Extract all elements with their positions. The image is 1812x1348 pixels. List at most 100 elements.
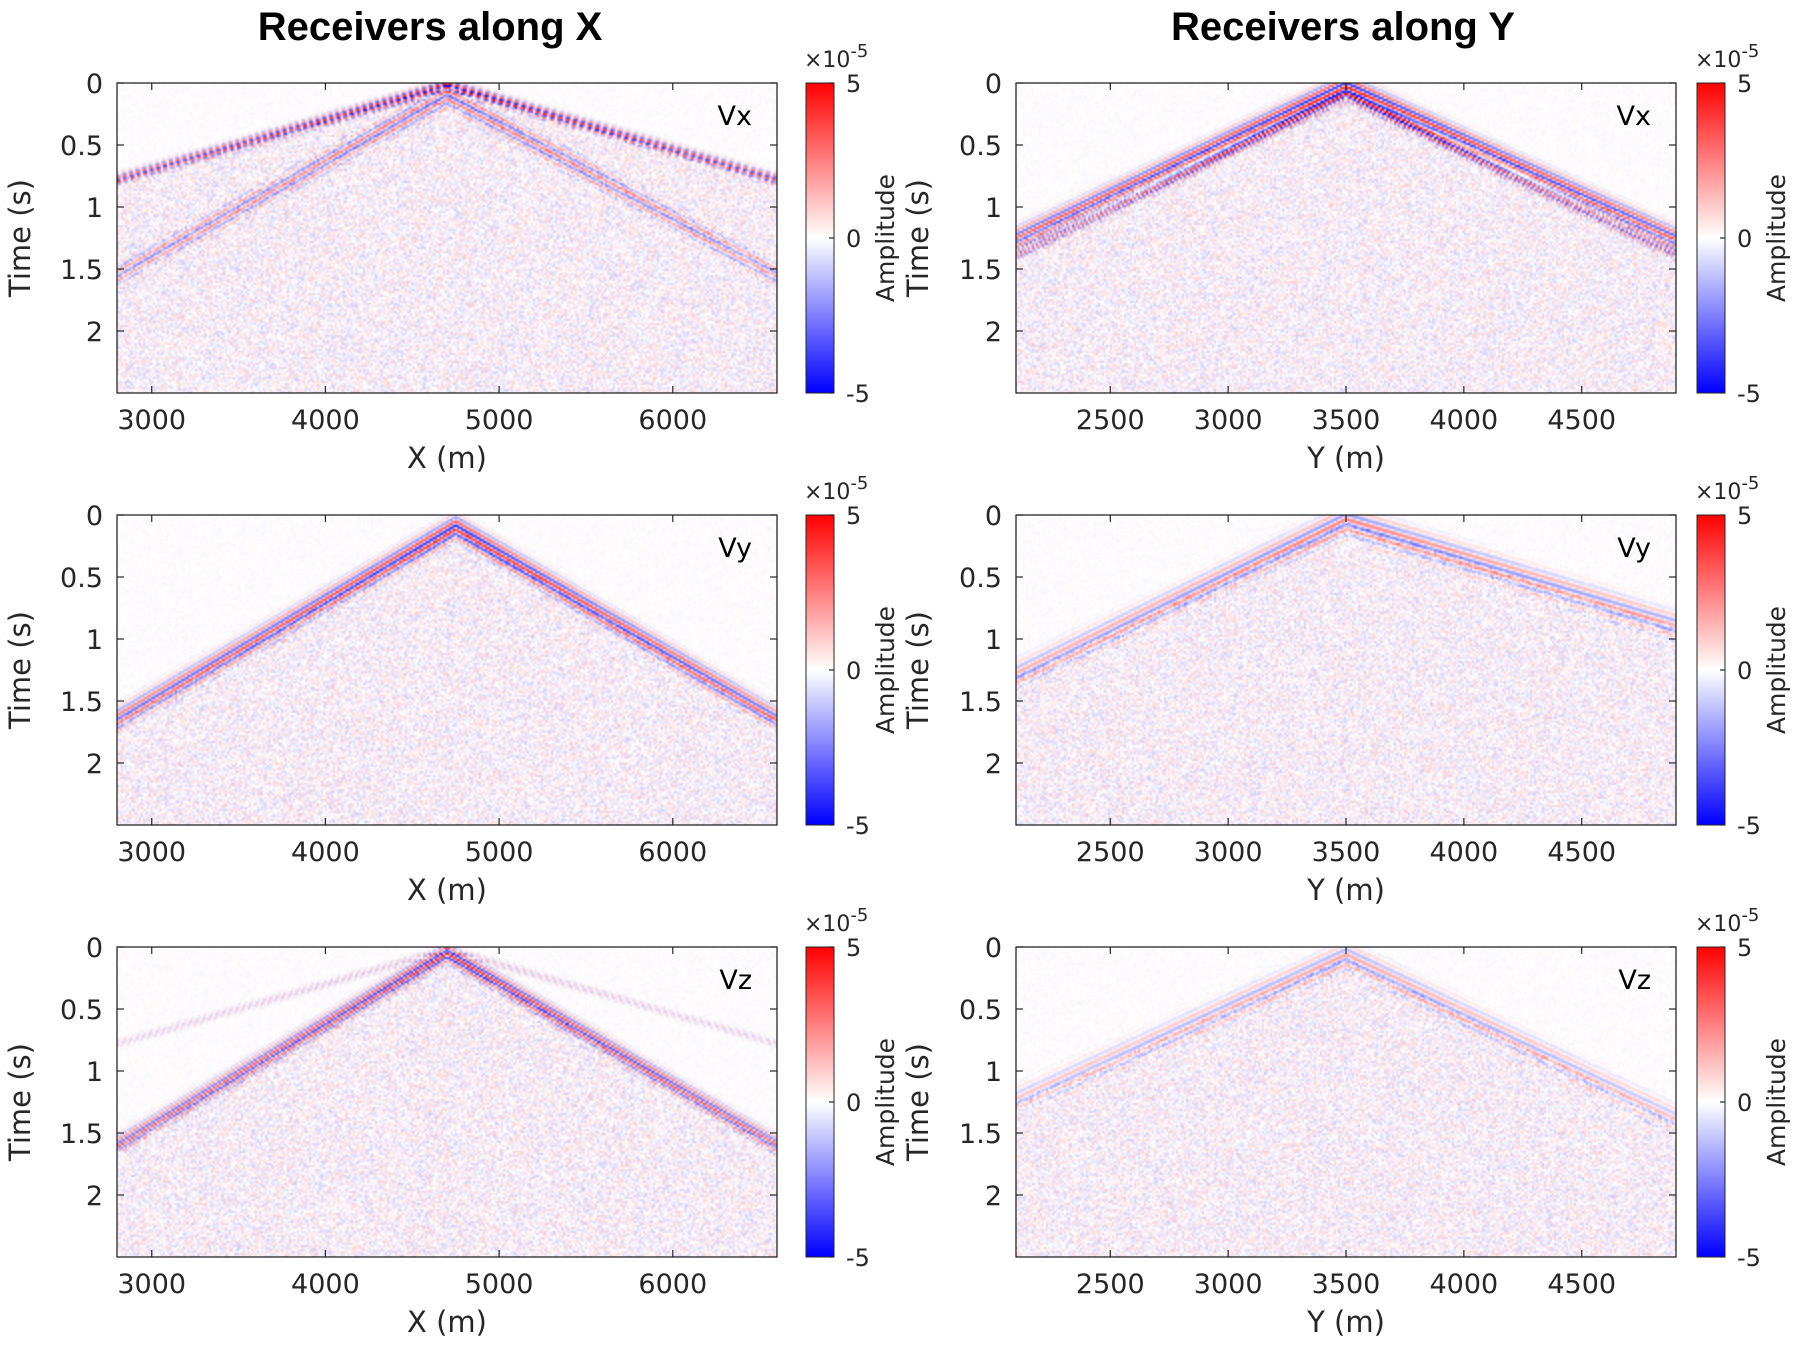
colorbar-tick-label: 5: [846, 70, 861, 98]
exponent-base: ×10: [1695, 912, 1741, 937]
x-tick-label: 3500: [1312, 837, 1381, 868]
y-tick-label: 1: [86, 1057, 103, 1088]
y-axis-label: Time (s): [901, 611, 935, 730]
heatmap-image: [1016, 83, 1676, 393]
exponent-base: ×10: [804, 912, 850, 937]
x-tick-label: 3000: [117, 1269, 186, 1300]
y-tick-label: 0: [985, 69, 1002, 100]
colorbar-tick-label: -5: [1737, 380, 1761, 408]
y-tick-label: 1: [985, 1057, 1002, 1088]
exponent-power: -5: [1741, 473, 1759, 494]
x-tick-label: 5000: [465, 405, 534, 436]
y-tick-label: 1: [985, 193, 1002, 224]
exponent-base: ×10: [804, 48, 850, 73]
y-tick-label: 1.5: [959, 687, 1002, 718]
x-tick-label: 4500: [1547, 1269, 1616, 1300]
y-axis-label: Time (s): [3, 179, 37, 298]
y-tick-label: 0.5: [60, 995, 103, 1026]
y-tick-label: 0: [985, 501, 1002, 532]
colorbar-label: Amplitude: [1762, 1038, 1791, 1166]
panel-y-vy: Vy 2500 3000 3500 4000 4500 0 0.5 1 1.5 2 Y (m) Time…: [901, 473, 1791, 907]
panel-x-vy: Vy 3000 4000 5000 6000 0 0.5 1 1.5 2 X (m) Time (s)…: [3, 473, 900, 907]
colorbar-tick-label: -5: [1737, 1244, 1761, 1272]
colorbar-exponent: ×10-5: [804, 41, 868, 73]
y-tick-label: 1: [86, 625, 103, 656]
colorbar-tick-label: 5: [846, 934, 861, 962]
colorbar-tick-label: 0: [1737, 225, 1752, 253]
colorbar-label: Amplitude: [871, 606, 900, 734]
panel-x-vz: Vz 3000 4000 5000 6000 0 0.5 1 1.5 2 X (m) Time (s)…: [3, 905, 900, 1339]
exponent-power: -5: [1741, 41, 1759, 62]
column-title-y: Receivers along Y: [1171, 5, 1515, 49]
y-tick-label: 0: [86, 933, 103, 964]
panel-y-vz: Vz 2500 3000 3500 4000 4500 0 0.5 1 1.5 2 Y (m) Time…: [901, 905, 1791, 1339]
colorbar-exponent: ×10-5: [1695, 473, 1759, 505]
component-label: Vx: [1617, 101, 1651, 132]
y-tick-label: 2: [86, 749, 103, 780]
x-tick-label: 3500: [1312, 405, 1381, 436]
x-axis-label: Y (m): [1306, 441, 1385, 475]
colorbar-tick-label: 5: [1737, 934, 1752, 962]
exponent-power: -5: [850, 41, 868, 62]
panel-y-vx: Vx 2500 3000 3500 4000 4500 0 0.5 1 1.5 2 Y (m) Time…: [901, 41, 1791, 475]
x-tick-label: 6000: [638, 405, 707, 436]
exponent-power: -5: [850, 905, 868, 926]
heatmap-image: [117, 947, 777, 1257]
x-tick-label: 3000: [1194, 405, 1263, 436]
y-axis-label: Time (s): [901, 1043, 935, 1162]
x-tick-label: 3000: [1194, 837, 1263, 868]
x-axis-label: Y (m): [1306, 873, 1385, 907]
colorbar-label: Amplitude: [871, 174, 900, 302]
y-axis-label: Time (s): [901, 179, 935, 298]
colorbar-tick-label: 0: [1737, 657, 1752, 685]
x-tick-label: 4000: [1429, 405, 1498, 436]
colorbar-exponent: ×10-5: [1695, 905, 1759, 937]
x-tick-label: 2500: [1076, 405, 1145, 436]
colorbar-tick-label: 5: [846, 502, 861, 530]
y-tick-label: 1.5: [959, 1119, 1002, 1150]
y-tick-label: 1.5: [959, 255, 1002, 286]
y-tick-label: 1.5: [60, 1119, 103, 1150]
y-tick-label: 2: [86, 1181, 103, 1212]
component-label: Vz: [1618, 965, 1651, 996]
exponent-base: ×10: [1695, 48, 1741, 73]
colorbar-exponent: ×10-5: [804, 473, 868, 505]
colorbar-tick-label: -5: [846, 380, 870, 408]
y-tick-label: 1.5: [60, 255, 103, 286]
heatmap-image: [117, 83, 777, 393]
colorbar-tick-label: 0: [846, 657, 861, 685]
exponent-base: ×10: [804, 480, 850, 505]
y-axis-label: Time (s): [3, 1043, 37, 1162]
x-axis-label: X (m): [407, 873, 487, 907]
component-label: Vx: [718, 101, 752, 132]
x-axis-label: Y (m): [1306, 1305, 1385, 1339]
colorbar-label: Amplitude: [871, 1038, 900, 1166]
y-tick-label: 2: [985, 1181, 1002, 1212]
y-tick-label: 0.5: [959, 563, 1002, 594]
x-tick-label: 5000: [465, 837, 534, 868]
x-tick-label: 3000: [1194, 1269, 1263, 1300]
x-tick-label: 2500: [1076, 837, 1145, 868]
colorbar-tick-label: -5: [1737, 812, 1761, 840]
colorbar-tick-label: -5: [846, 1244, 870, 1272]
y-tick-label: 2: [86, 317, 103, 348]
x-tick-label: 2500: [1076, 1269, 1145, 1300]
colorbar-exponent: ×10-5: [804, 905, 868, 937]
x-tick-label: 6000: [638, 1269, 707, 1300]
axes-frame: [116, 946, 778, 1258]
y-tick-label: 0.5: [60, 563, 103, 594]
x-axis-label: X (m): [407, 1305, 487, 1339]
exponent-power: -5: [1741, 905, 1759, 926]
colorbar-exponent: ×10-5: [1695, 41, 1759, 73]
y-tick-label: 0: [86, 501, 103, 532]
y-tick-label: 1: [985, 625, 1002, 656]
x-axis-label: X (m): [407, 441, 487, 475]
y-tick-label: 0.5: [959, 995, 1002, 1026]
colorbar-tick-label: 0: [846, 1089, 861, 1117]
x-tick-label: 5000: [465, 1269, 534, 1300]
